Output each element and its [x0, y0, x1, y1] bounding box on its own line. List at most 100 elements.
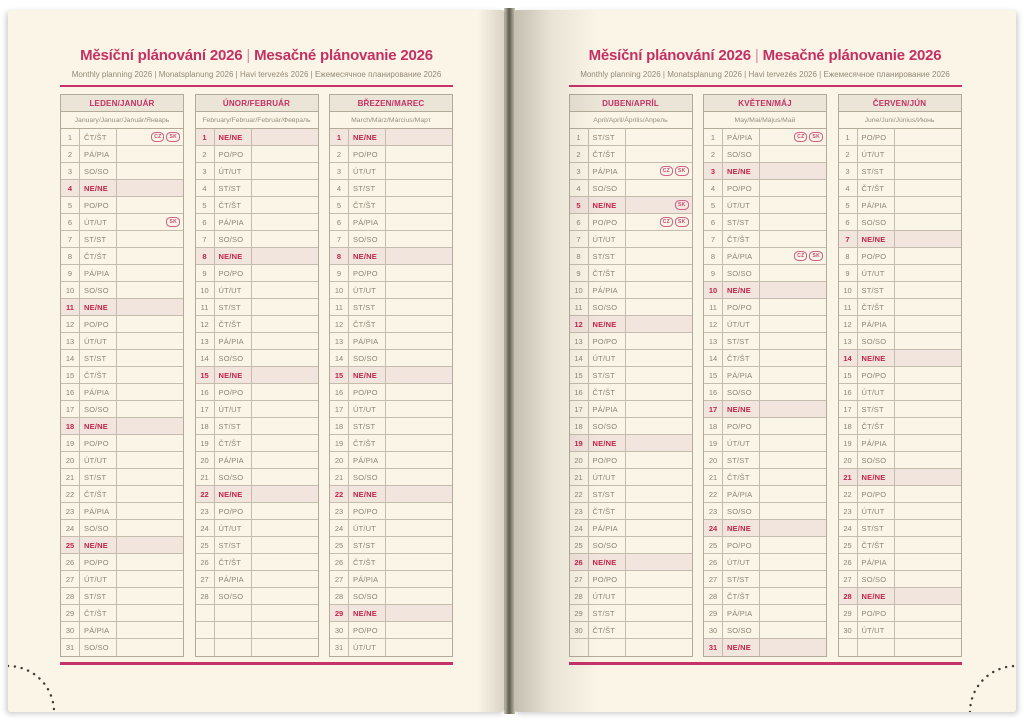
- notes-cell: [252, 350, 318, 366]
- day-row: 25 ST/ST: [330, 537, 452, 554]
- day-row: 12 PÁ/PIA: [838, 316, 961, 333]
- day-abbrev: ČT/ŠT: [349, 197, 386, 213]
- day-number: 1: [570, 129, 589, 145]
- day-number: 1: [704, 129, 723, 145]
- day-abbrev: ČT/ŠT: [589, 146, 626, 162]
- day-row: 10 SO/SO: [61, 282, 183, 299]
- month-subheader-leden: January/Januar/Január/Январь: [60, 111, 184, 128]
- day-number: 28: [839, 588, 858, 604]
- day-number: [196, 605, 215, 621]
- day-row: 23 SO/SO: [704, 503, 826, 520]
- notes-cell: [895, 384, 961, 400]
- day-abbrev: ČT/ŠT: [349, 316, 386, 332]
- day-abbrev: ČT/ŠT: [589, 265, 626, 281]
- day-row: 29 ST/ST: [569, 605, 692, 622]
- day-row: 28 NE/NE: [838, 588, 961, 605]
- notes-cell: [626, 469, 692, 485]
- day-abbrev: ÚT/UT: [80, 571, 117, 587]
- day-abbrev: PO/PO: [349, 622, 386, 638]
- day-number: 13: [61, 333, 80, 349]
- page-title-divider: |: [754, 47, 759, 64]
- month-day-grid: 1 ST/ST 2 ČT/ŠT 3 PÁ/PIA CZ SK 4 SO/SO 5 NE/NE SK 6 PO…: [568, 128, 693, 657]
- day-abbrev: NE/NE: [349, 486, 386, 502]
- day-abbrev: ST/ST: [349, 180, 386, 196]
- day-abbrev: ÚT/UT: [349, 520, 386, 536]
- day-row: 20 PÁ/PIA: [195, 452, 318, 469]
- day-number: 25: [196, 537, 215, 553]
- day-abbrev: PO/PO: [589, 333, 626, 349]
- notes-cell: [760, 554, 826, 570]
- day-abbrev: ÚT/UT: [858, 265, 895, 281]
- notes-cell: [117, 605, 183, 621]
- notes-cell: [895, 622, 961, 638]
- notes-cell: [760, 350, 826, 366]
- page-title: Měsíční plánování 2026 | Mesačné plánovani…: [514, 46, 1016, 66]
- holiday-badge-sk: SK: [166, 217, 180, 227]
- day-abbrev: [589, 639, 626, 656]
- notes-cell: [386, 486, 452, 502]
- day-number: 3: [196, 163, 215, 179]
- day-row: 18 SO/SO: [569, 418, 692, 435]
- day-row: 11 ST/ST: [330, 299, 452, 316]
- day-number: 7: [196, 231, 215, 247]
- day-row: 28 SO/SO: [195, 588, 318, 605]
- top-divider-rule: [60, 85, 453, 87]
- notes-cell: [895, 452, 961, 468]
- day-row: 6 PÁ/PIA: [330, 214, 452, 231]
- notes-cell: [117, 180, 183, 196]
- notes-cell: [760, 401, 826, 417]
- day-number: 5: [704, 197, 723, 213]
- day-number: 29: [570, 605, 589, 621]
- day-number: 6: [839, 214, 858, 230]
- notes-cell: [895, 163, 961, 179]
- day-number: 18: [570, 418, 589, 434]
- day-number: 24: [61, 520, 80, 536]
- day-abbrev: SO/SO: [858, 452, 895, 468]
- notes-cell: [626, 350, 692, 366]
- day-row: 8 NE/NE: [330, 248, 452, 265]
- day-number: 17: [196, 401, 215, 417]
- notes-cell: [760, 418, 826, 434]
- day-row: 24 ÚT/UT: [330, 520, 452, 537]
- day-number: 18: [704, 418, 723, 434]
- notes-cell: [252, 622, 318, 638]
- day-row: 14 SO/SO: [330, 350, 452, 367]
- day-number: 7: [839, 231, 858, 247]
- day-number: 4: [196, 180, 215, 196]
- day-abbrev: SO/SO: [723, 622, 760, 638]
- notes-cell: [386, 605, 452, 621]
- day-number: 28: [570, 588, 589, 604]
- day-abbrev: PO/PO: [589, 214, 626, 230]
- day-row: 9 PO/PO: [330, 265, 452, 282]
- day-abbrev: ÚT/UT: [349, 401, 386, 417]
- day-number: 19: [61, 435, 80, 451]
- day-abbrev: PO/PO: [349, 265, 386, 281]
- day-row: 3 ÚT/UT: [195, 163, 318, 180]
- day-row: 26 ČT/ŠT: [330, 554, 452, 571]
- day-abbrev: ST/ST: [723, 571, 760, 587]
- day-abbrev: SO/SO: [858, 571, 895, 587]
- day-row: 21 SO/SO: [195, 469, 318, 486]
- day-abbrev: [858, 639, 895, 656]
- notes-cell: [252, 214, 318, 230]
- notes-cell: [386, 520, 452, 536]
- day-row: 11 ČT/ŠT: [838, 299, 961, 316]
- day-number: 26: [704, 554, 723, 570]
- notes-cell: [895, 214, 961, 230]
- day-number: 23: [330, 503, 349, 519]
- notes-cell: [117, 333, 183, 349]
- notes-cell: [895, 520, 961, 536]
- day-row: 28 ÚT/UT: [569, 588, 692, 605]
- day-abbrev: ST/ST: [80, 350, 117, 366]
- day-number: 2: [330, 146, 349, 162]
- day-abbrev: PÁ/PIA: [80, 622, 117, 638]
- day-number: 24: [839, 520, 858, 536]
- day-number: 21: [704, 469, 723, 485]
- day-abbrev: NE/NE: [723, 639, 760, 656]
- day-number: 29: [61, 605, 80, 621]
- day-number: 1: [196, 129, 215, 145]
- day-row: 3 PÁ/PIA CZ SK: [569, 163, 692, 180]
- day-abbrev: NE/NE: [858, 588, 895, 604]
- day-number: 14: [570, 350, 589, 366]
- day-abbrev: PÁ/PIA: [215, 571, 252, 587]
